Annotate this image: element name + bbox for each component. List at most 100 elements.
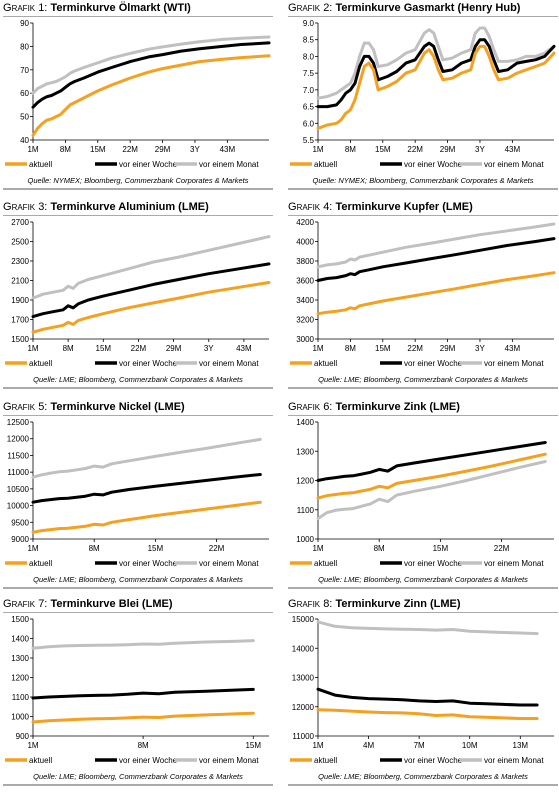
bottom-rule (3, 188, 273, 190)
y-tick-label: 80 (20, 42, 29, 51)
x-tick-label: 15M (433, 544, 449, 553)
grafik-label: GRAFIK (288, 598, 321, 610)
series-line-vor-einer-woche (31, 687, 255, 700)
series-line-aktuell (31, 500, 262, 534)
grafik-label: GRAFIK (3, 2, 36, 14)
chart-title-text: Terminkurve Kupfer (LME) (335, 201, 473, 213)
grafik-number: 7: (38, 598, 48, 610)
legend-vor-einem-monat-label: vor einem Monat (199, 359, 259, 368)
x-tick-label: 43M (505, 344, 521, 353)
grafik-label: GRAFIK (3, 598, 36, 610)
x-tick-label: 8M (89, 544, 100, 553)
chart-svg: 1000 1100 1200 1300 1400 1M 8M 15M 22M aktuell vor… (290, 418, 554, 568)
chart-panel-3: GRAFIK 3: Terminkurve Aluminium (LME) 15… (3, 201, 273, 398)
chart-title-text: Terminkurve Ölmarkt (WTI) (50, 2, 191, 14)
x-tick-label: 22M (494, 544, 510, 553)
legend-vor-einem-monat-label: vor einem Monat (199, 559, 259, 568)
chart-title: GRAFIK 7: Terminkurve Blei (LME) (3, 598, 172, 611)
y-tick-label: 6.0 (303, 119, 315, 128)
bottom-rule (3, 387, 273, 389)
chart-svg: 1500 1700 1900 2100 2300 2500 2700 1M 8M 15M 22M 29… (5, 218, 271, 368)
y-tick-label: 1700 (11, 316, 29, 325)
x-tick-label: 15M (245, 741, 261, 750)
bottom-rule (288, 387, 558, 389)
chart-title-text: Terminkurve Nickel (LME) (50, 401, 185, 413)
bottom-rule (3, 784, 273, 786)
x-tick-label: 1M (27, 741, 38, 750)
legend-vor-einem-monat-label: vor einem Monat (484, 359, 544, 368)
y-tick-label: 60 (20, 89, 29, 98)
chart-title-text: Terminkurve Blei (LME) (50, 598, 173, 610)
y-tick-label: 2300 (11, 257, 29, 266)
x-tick-label: 8M (60, 145, 71, 154)
x-tick-label: 29M (440, 344, 456, 353)
x-tick-label: 4M (363, 741, 374, 750)
series-line-vor-einer-woche (316, 687, 539, 707)
chart-title-text: Terminkurve Gasmarkt (Henry Hub) (335, 2, 521, 14)
y-tick-label: 3600 (296, 277, 314, 286)
chart-panel-8: GRAFIK 8: Terminkurve Zinn (LME) 11000 12… (288, 598, 558, 795)
y-tick-label: 15000 (292, 615, 315, 624)
chart-svg: 40 50 60 70 80 90 1M 8M 15M 22M 29M 3Y 43M aktuell vor… (5, 19, 271, 169)
bottom-rule (288, 188, 558, 190)
chart-title-text: Terminkurve Zinn (LME) (335, 598, 461, 610)
x-tick-label: 13M (513, 741, 529, 750)
x-tick-label: 10M (462, 741, 478, 750)
y-tick-label: 11500 (7, 451, 29, 460)
legend-aktuell-label: aktuell (314, 559, 337, 568)
series-line-aktuell (31, 54, 271, 137)
bottom-rule (288, 587, 558, 589)
chart-svg: 9000 9500 10000 10500 11000 11500 12000 12500 1M… (5, 418, 269, 568)
y-tick-label: 50 (20, 113, 29, 122)
legend-aktuell-label: aktuell (314, 359, 337, 368)
y-tick-label: 12500 (7, 418, 30, 427)
grafik-number: 3: (38, 201, 48, 213)
x-tick-label: 22M (122, 145, 138, 154)
series-line-vor-einem-monat (31, 437, 262, 479)
legend-vor-einer-woche-label: vor einer Woche (119, 756, 178, 765)
y-tick-label: 2100 (11, 277, 29, 286)
legend-vor-einem-monat-label: vor einem Monat (199, 160, 259, 169)
y-tick-label: 1500 (11, 335, 29, 344)
chart-source: Quelle: LME; Bloomberg, Commerzbank Corp… (318, 772, 528, 781)
grafik-number: 6: (323, 401, 333, 413)
x-tick-label: 15M (375, 145, 391, 154)
y-tick-label: 3800 (296, 257, 314, 266)
series-line-aktuell (316, 271, 556, 316)
legend-vor-einer-woche-label: vor einer Woche (119, 160, 178, 169)
x-tick-label: 43M (220, 145, 236, 154)
series-line-vor-einem-monat (316, 460, 547, 520)
legend-vor-einer-woche-label: vor einer Woche (404, 359, 463, 368)
x-tick-label: 8M (345, 145, 356, 154)
title-rule (288, 612, 558, 613)
y-tick-label: 2500 (11, 238, 29, 247)
x-tick-label: 3Y (204, 344, 214, 353)
y-tick-label: 1100 (12, 693, 30, 702)
chart-panel-6: GRAFIK 6: Terminkurve Zink (LME) 1000 110… (288, 401, 558, 598)
series-line-aktuell (31, 711, 255, 724)
title-rule (288, 415, 558, 416)
title-rule (3, 415, 273, 416)
series-line-vor-einer-woche (31, 262, 271, 319)
chart-title-text: Terminkurve Zink (LME) (335, 401, 460, 413)
series-line-vor-einem-monat (316, 222, 556, 269)
x-tick-label: 15M (96, 344, 112, 353)
y-tick-label: 6.5 (303, 103, 315, 112)
y-tick-label: 9.0 (303, 19, 315, 28)
y-tick-label: 12000 (292, 703, 315, 712)
x-tick-label: 7M (414, 741, 425, 750)
y-tick-label: 3400 (296, 296, 314, 305)
x-tick-label: 1M (27, 145, 38, 154)
y-tick-label: 900 (16, 732, 30, 741)
series-line-aktuell (31, 281, 271, 334)
x-tick-label: 1M (312, 145, 323, 154)
x-tick-label: 15M (90, 145, 106, 154)
y-tick-label: 1100 (297, 506, 315, 515)
y-tick-label: 1300 (11, 654, 29, 663)
x-tick-label: 29M (155, 145, 171, 154)
chart-svg: 5.5 6.0 6.5 7.0 7.5 8.0 8.5 9.0 1M 8M 15M 22M 29M 3Y 4… (290, 19, 556, 169)
y-tick-label: 90 (20, 19, 29, 28)
title-rule (3, 612, 273, 613)
legend-vor-einem-monat-label: vor einem Monat (199, 756, 259, 765)
y-tick-label: 14000 (292, 644, 315, 653)
